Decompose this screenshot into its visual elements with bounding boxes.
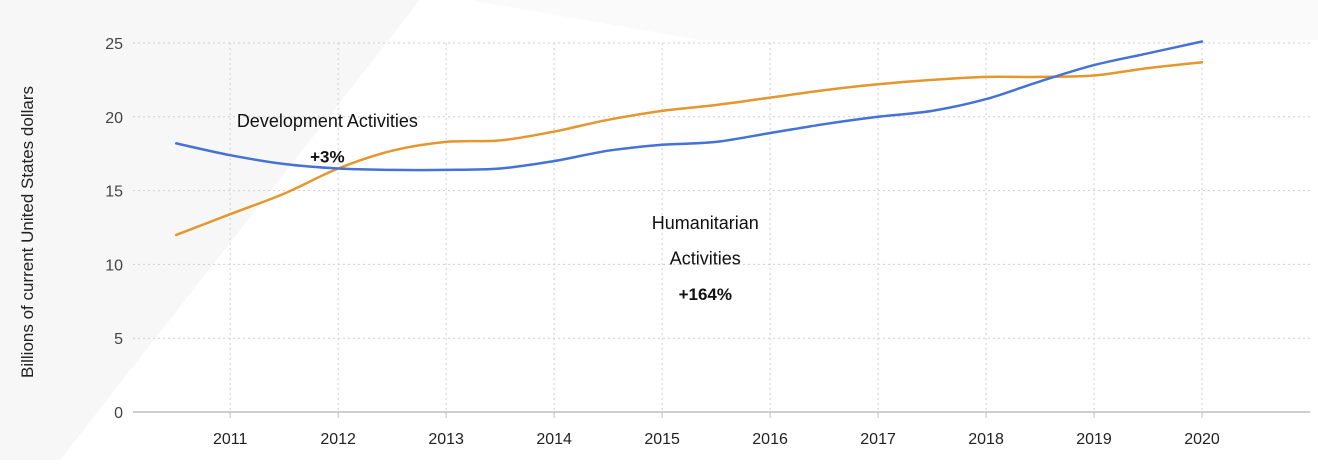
x-tick-label: 2019 (1076, 431, 1112, 448)
series-line-humanitarian-activities (174, 60, 1204, 237)
y-tick-label: 20 (105, 110, 123, 127)
annotation-dev-name: Development Activities (237, 111, 418, 131)
x-tick-label: 2011 (213, 431, 248, 448)
annotations: Development Activities +3% Humanitarian Act… (237, 111, 759, 304)
series-lines (174, 40, 1204, 237)
axes: 0 5 10 15 20 25 2011 2012 2013 2014 2015 2016 2017 20… (105, 36, 1310, 448)
series-line-development-activities (174, 40, 1204, 172)
x-tick-label: 2016 (752, 431, 788, 448)
y-axis-label: Billions of current United States dollar… (18, 86, 37, 378)
gridlines (133, 42, 1310, 412)
y-tick-label: 5 (114, 331, 123, 348)
y-tick-label: 25 (105, 36, 123, 53)
y-tick-label: 0 (114, 405, 123, 422)
x-tick-label: 2017 (860, 431, 896, 448)
annotation-dev-change: +3% (310, 148, 345, 167)
x-tick-label: 2015 (644, 431, 680, 448)
x-tick-label: 2012 (320, 431, 356, 448)
x-tick-label: 2013 (428, 431, 464, 448)
annotation-hum-name-1: Humanitarian (652, 213, 759, 233)
y-tick-label: 15 (105, 184, 123, 201)
x-tick-label: 2014 (536, 431, 572, 448)
annotation-hum-name-2: Activities (670, 248, 741, 268)
x-tick-label: 2020 (1184, 431, 1220, 448)
annotation-hum-change: +164% (679, 285, 732, 304)
x-tick-label: 2018 (968, 431, 1004, 448)
y-tick-label: 10 (105, 257, 123, 274)
